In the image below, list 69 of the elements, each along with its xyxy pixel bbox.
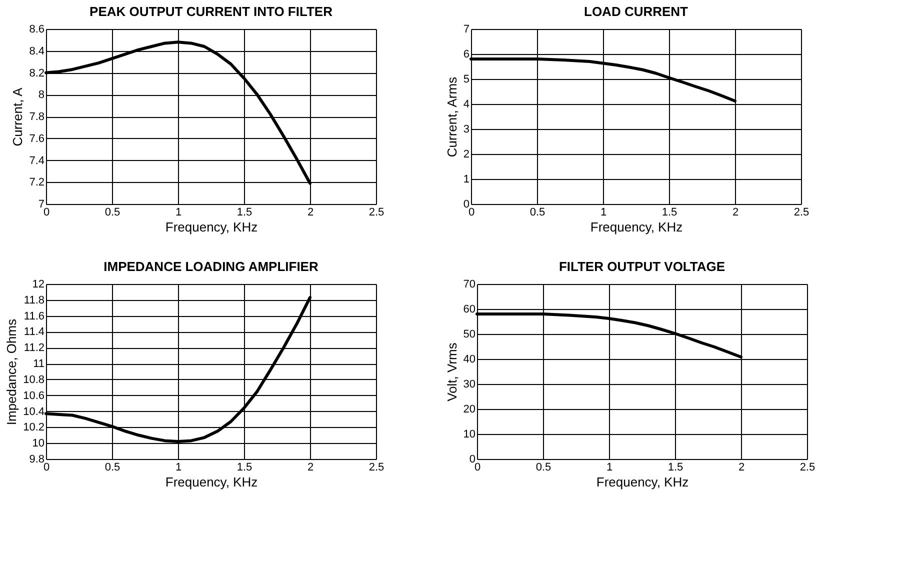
y-axis-title: Impedance, Ohms bbox=[4, 318, 20, 426]
x-tick-label: 0.5 bbox=[104, 462, 120, 474]
y-tick-label: 5 bbox=[463, 74, 470, 86]
y-axis-title: Volt, Vrms bbox=[444, 342, 460, 402]
y-tick-label: 8.2 bbox=[29, 67, 44, 80]
y-tick-label: 8.4 bbox=[29, 45, 44, 58]
x-tick-label: 0.5 bbox=[104, 206, 120, 218]
y-tick-label: 11.6 bbox=[24, 310, 44, 322]
y-tick-label: 11.2 bbox=[24, 342, 44, 354]
x-tick-label: 1 bbox=[175, 206, 182, 218]
y-tick-label: 3 bbox=[463, 124, 470, 136]
x-tick-label: 1.5 bbox=[236, 462, 252, 474]
x-axis-title: Frequency, KHz bbox=[165, 220, 258, 234]
x-tick-label: 1 bbox=[600, 206, 607, 218]
y-tick-label: 10 bbox=[463, 428, 476, 440]
x-axis-title: Frequency, KHz bbox=[590, 220, 683, 234]
y-tick-label: 30 bbox=[463, 378, 476, 390]
y-tick-label: 50 bbox=[463, 328, 476, 340]
y-tick-label: 7 bbox=[38, 198, 44, 210]
y-tick-label: 7.6 bbox=[29, 132, 44, 145]
y-tick-label: 20 bbox=[463, 404, 476, 416]
y-tick-label: 11 bbox=[33, 358, 44, 370]
y-axis-title: Current, A bbox=[10, 87, 26, 146]
x-tick-label: 1.5 bbox=[662, 206, 678, 218]
chart-title: PEAK OUTPUT CURRENT INTO FILTER bbox=[90, 4, 334, 19]
y-tick-label: 11.4 bbox=[24, 326, 44, 338]
x-tick-label: 1.5 bbox=[668, 462, 684, 474]
y-tick-label: 8 bbox=[38, 89, 44, 102]
x-tick-label: 2 bbox=[307, 206, 314, 218]
y-tick-label: 7.2 bbox=[29, 176, 44, 189]
y-axis-title: Current, Arms bbox=[444, 76, 460, 158]
x-tick-label: 2.5 bbox=[368, 462, 384, 474]
chart-title: LOAD CURRENT bbox=[584, 4, 688, 19]
chart-title: FILTER OUTPUT VOLTAGE bbox=[558, 259, 726, 274]
y-tick-label: 7.4 bbox=[29, 154, 44, 167]
y-tick-label: 0 bbox=[463, 198, 470, 210]
y-tick-label: 4 bbox=[463, 98, 470, 110]
x-tick-label: 2.5 bbox=[800, 462, 816, 474]
x-axis-title: Frequency, KHz bbox=[596, 474, 689, 490]
x-axis-title: Frequency, KHz bbox=[165, 474, 258, 490]
x-tick-label: 1 bbox=[606, 462, 613, 474]
y-tick-label: 40 bbox=[463, 354, 476, 366]
x-tick-label: 1 bbox=[175, 462, 182, 474]
x-tick-label: 2.5 bbox=[794, 206, 810, 218]
y-tick-label: 8.6 bbox=[29, 24, 44, 36]
x-tick-label: 2 bbox=[732, 206, 739, 218]
y-tick-label: 10.8 bbox=[23, 374, 44, 386]
y-tick-label: 9.8 bbox=[29, 454, 44, 466]
x-tick-label: 2.5 bbox=[368, 206, 384, 218]
y-tick-label: 12 bbox=[32, 278, 44, 290]
y-tick-label: 60 bbox=[463, 304, 476, 316]
y-tick-label: 0 bbox=[469, 454, 476, 466]
y-tick-label: 1 bbox=[463, 174, 470, 186]
y-tick-label: 2 bbox=[463, 148, 470, 160]
y-tick-label: 6 bbox=[463, 48, 470, 60]
y-tick-label: 10 bbox=[32, 438, 44, 450]
x-tick-label: 2 bbox=[738, 462, 745, 474]
x-tick-label: 1.5 bbox=[236, 206, 252, 218]
chart-title: IMPEDANCE LOADING AMPLIFIER bbox=[104, 259, 319, 274]
y-tick-label: 10.6 bbox=[23, 390, 44, 402]
y-tick-label: 10.4 bbox=[23, 406, 44, 418]
y-tick-label: 11.8 bbox=[24, 294, 44, 306]
x-tick-label: 0.5 bbox=[536, 462, 552, 474]
y-tick-label: 10.2 bbox=[23, 422, 44, 434]
x-tick-label: 2 bbox=[307, 462, 314, 474]
y-tick-label: 7.8 bbox=[29, 111, 44, 123]
y-tick-label: 7 bbox=[463, 24, 470, 36]
y-tick-label: 70 bbox=[463, 278, 476, 290]
x-tick-label: 0.5 bbox=[530, 206, 546, 218]
